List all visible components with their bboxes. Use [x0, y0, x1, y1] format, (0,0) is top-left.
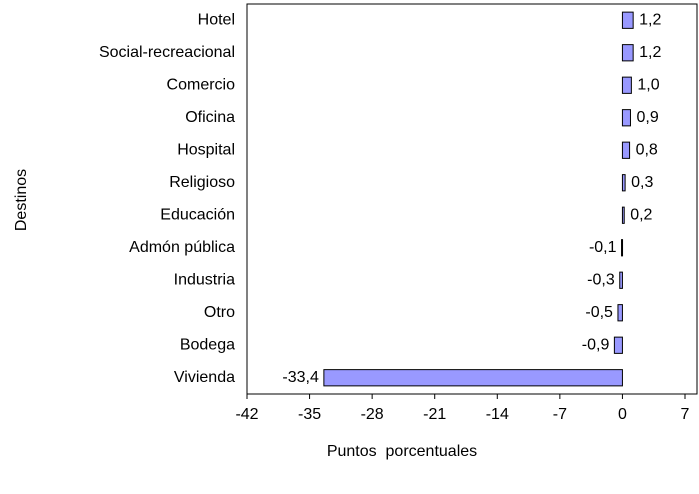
plot-frame: [246, 3, 698, 395]
value-label: 0,8: [636, 141, 658, 158]
value-label: -0,3: [587, 271, 615, 288]
y-tick-label: Hotel: [198, 11, 235, 28]
y-tick-label: Vivienda: [174, 369, 235, 386]
x-tick-label: -42: [235, 406, 258, 423]
bar: [621, 76, 632, 94]
x-axis-label: Puntos porcentuales: [327, 443, 477, 460]
value-label: 1,2: [639, 11, 661, 28]
y-tick-label: Religioso: [169, 174, 235, 191]
value-label: 0,9: [636, 109, 658, 126]
y-tick-label: Hospital: [177, 141, 235, 158]
y-tick-label: Admón pública: [129, 239, 235, 256]
x-tick-label: -7: [553, 406, 567, 423]
value-label: 0,3: [631, 174, 653, 191]
bar: [617, 304, 623, 322]
y-tick-label: Educación: [160, 206, 235, 223]
bar: [621, 174, 626, 192]
x-tick-label: -35: [298, 406, 321, 423]
value-label: 1,0: [637, 76, 659, 93]
bar: [621, 206, 625, 224]
bar: [621, 141, 631, 159]
bar: [621, 44, 634, 62]
y-tick-label: Bodega: [180, 336, 235, 353]
bar: [613, 336, 623, 354]
x-tick-label: 0: [618, 406, 627, 423]
value-label: -33,4: [282, 369, 319, 386]
y-tick-label: Oficina: [185, 109, 235, 126]
x-tick-label: -28: [361, 406, 384, 423]
value-label: 0,2: [630, 206, 652, 223]
x-tick-label: -14: [486, 406, 509, 423]
y-tick-label: Otro: [204, 304, 235, 321]
bar: [619, 271, 623, 289]
bar: [621, 109, 631, 127]
y-tick-label: Social-recreacional: [99, 44, 235, 61]
bar: [621, 11, 634, 29]
value-label: -0,1: [589, 239, 617, 256]
x-tick-label: -21: [423, 406, 446, 423]
y-tick-label: Comercio: [167, 76, 236, 93]
value-label: 1,2: [639, 44, 661, 61]
y-axis-label: Destinos: [13, 169, 30, 231]
x-tick-label: 7: [681, 406, 690, 423]
y-tick-label: Industria: [174, 271, 235, 288]
bar: [323, 369, 623, 387]
value-label: -0,5: [585, 304, 613, 321]
value-label: -0,9: [582, 336, 610, 353]
bar: [621, 239, 624, 257]
